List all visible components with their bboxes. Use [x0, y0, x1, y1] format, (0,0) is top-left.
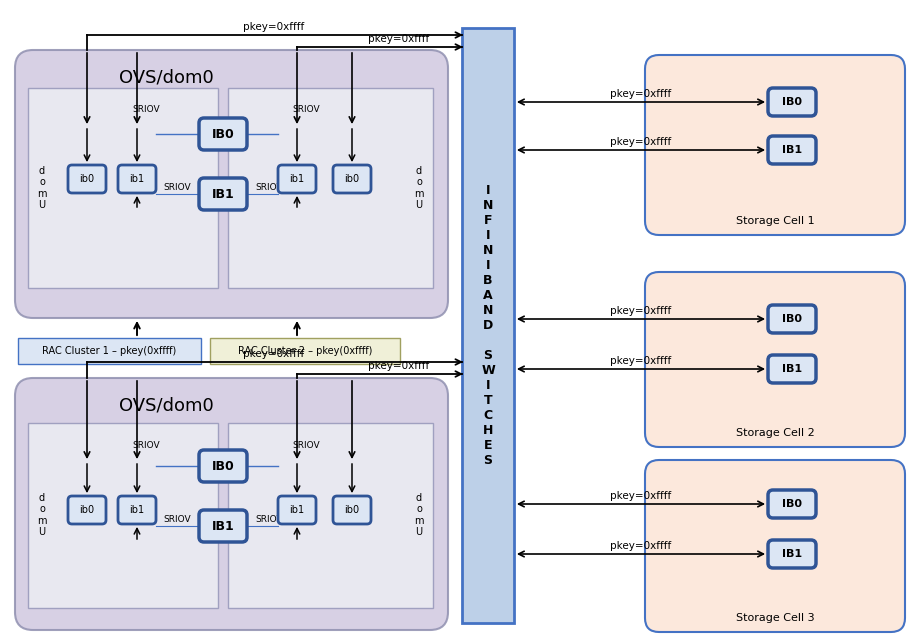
Text: Storage Cell 3: Storage Cell 3	[736, 613, 814, 623]
FancyBboxPatch shape	[68, 496, 106, 524]
FancyBboxPatch shape	[199, 510, 247, 542]
Text: SRIOV: SRIOV	[255, 516, 283, 525]
Text: pkey=0xffff: pkey=0xffff	[610, 356, 672, 366]
Text: ib1: ib1	[289, 505, 304, 515]
FancyBboxPatch shape	[278, 165, 316, 193]
Text: IB0: IB0	[211, 127, 234, 141]
Text: Storage Cell 1: Storage Cell 1	[736, 216, 814, 226]
FancyBboxPatch shape	[768, 136, 816, 164]
Text: IB0: IB0	[782, 97, 802, 107]
Text: pkey=0xffff: pkey=0xffff	[610, 137, 672, 147]
Text: Storage Cell 2: Storage Cell 2	[735, 428, 814, 438]
FancyBboxPatch shape	[645, 460, 905, 632]
Text: OVS/dom0: OVS/dom0	[119, 69, 214, 87]
Text: ib0: ib0	[79, 174, 95, 184]
FancyBboxPatch shape	[768, 355, 816, 383]
FancyBboxPatch shape	[68, 165, 106, 193]
FancyBboxPatch shape	[15, 378, 448, 630]
FancyBboxPatch shape	[645, 55, 905, 235]
Text: IB1: IB1	[782, 145, 802, 155]
FancyBboxPatch shape	[199, 178, 247, 210]
Text: SRIOV: SRIOV	[132, 105, 160, 114]
Text: IB1: IB1	[211, 188, 234, 201]
FancyBboxPatch shape	[199, 118, 247, 150]
Bar	[228, 423, 433, 608]
Text: ib0: ib0	[79, 505, 95, 515]
Text: d
o
m
U: d o m U	[38, 493, 47, 538]
FancyBboxPatch shape	[768, 540, 816, 568]
Bar	[210, 338, 400, 364]
Text: IB1: IB1	[211, 520, 234, 532]
Text: ib0: ib0	[345, 505, 359, 515]
Bar	[28, 423, 218, 608]
Text: ib1: ib1	[130, 505, 144, 515]
Bar	[462, 28, 514, 623]
Text: pkey=0xffff: pkey=0xffff	[369, 34, 429, 44]
Text: OVS/dom0: OVS/dom0	[119, 397, 214, 415]
Text: SRIOV: SRIOV	[292, 440, 320, 449]
Text: pkey=0xffff: pkey=0xffff	[369, 361, 429, 371]
FancyBboxPatch shape	[278, 496, 316, 524]
Text: SRIOV: SRIOV	[132, 440, 160, 449]
Bar	[28, 88, 218, 288]
FancyBboxPatch shape	[768, 305, 816, 333]
Text: SRIOV: SRIOV	[255, 183, 283, 192]
Text: I
N
F
I
N
I
B
A
N
D
 
S
W
I
T
C
H
E
S: I N F I N I B A N D S W I T C H E S	[482, 184, 494, 467]
Text: pkey=0xffff: pkey=0xffff	[244, 22, 304, 32]
Bar	[228, 88, 433, 288]
Text: SRIOV: SRIOV	[292, 105, 320, 114]
FancyBboxPatch shape	[768, 88, 816, 116]
FancyBboxPatch shape	[199, 450, 247, 482]
Text: d
o
m
U: d o m U	[38, 166, 47, 210]
Text: ib0: ib0	[345, 174, 359, 184]
Text: SRIOV: SRIOV	[164, 183, 191, 192]
Text: d
o
m
U: d o m U	[414, 166, 424, 210]
Text: d
o
m
U: d o m U	[414, 493, 424, 538]
Bar	[18, 338, 201, 364]
Text: pkey=0xffff: pkey=0xffff	[610, 306, 672, 316]
Text: IB0: IB0	[782, 314, 802, 324]
FancyBboxPatch shape	[118, 165, 156, 193]
Text: pkey=0xffff: pkey=0xffff	[610, 541, 672, 551]
Text: RAC Cluster 2 – pkey(0xffff): RAC Cluster 2 – pkey(0xffff)	[238, 346, 372, 356]
Text: IB0: IB0	[211, 460, 234, 473]
FancyBboxPatch shape	[118, 496, 156, 524]
FancyBboxPatch shape	[645, 272, 905, 447]
Text: SRIOV: SRIOV	[164, 516, 191, 525]
Text: pkey=0xffff: pkey=0xffff	[610, 89, 672, 99]
Text: ib1: ib1	[289, 174, 304, 184]
FancyBboxPatch shape	[333, 165, 371, 193]
Text: IB0: IB0	[782, 499, 802, 509]
Text: ib1: ib1	[130, 174, 144, 184]
Text: RAC Cluster 1 – pkey(0xffff): RAC Cluster 1 – pkey(0xffff)	[42, 346, 176, 356]
FancyBboxPatch shape	[333, 496, 371, 524]
Text: IB1: IB1	[782, 364, 802, 374]
Text: IB1: IB1	[782, 549, 802, 559]
Text: pkey=0xffff: pkey=0xffff	[610, 491, 672, 501]
FancyBboxPatch shape	[15, 50, 448, 318]
Text: pkey=0xffff: pkey=0xffff	[244, 349, 304, 359]
FancyBboxPatch shape	[768, 490, 816, 518]
